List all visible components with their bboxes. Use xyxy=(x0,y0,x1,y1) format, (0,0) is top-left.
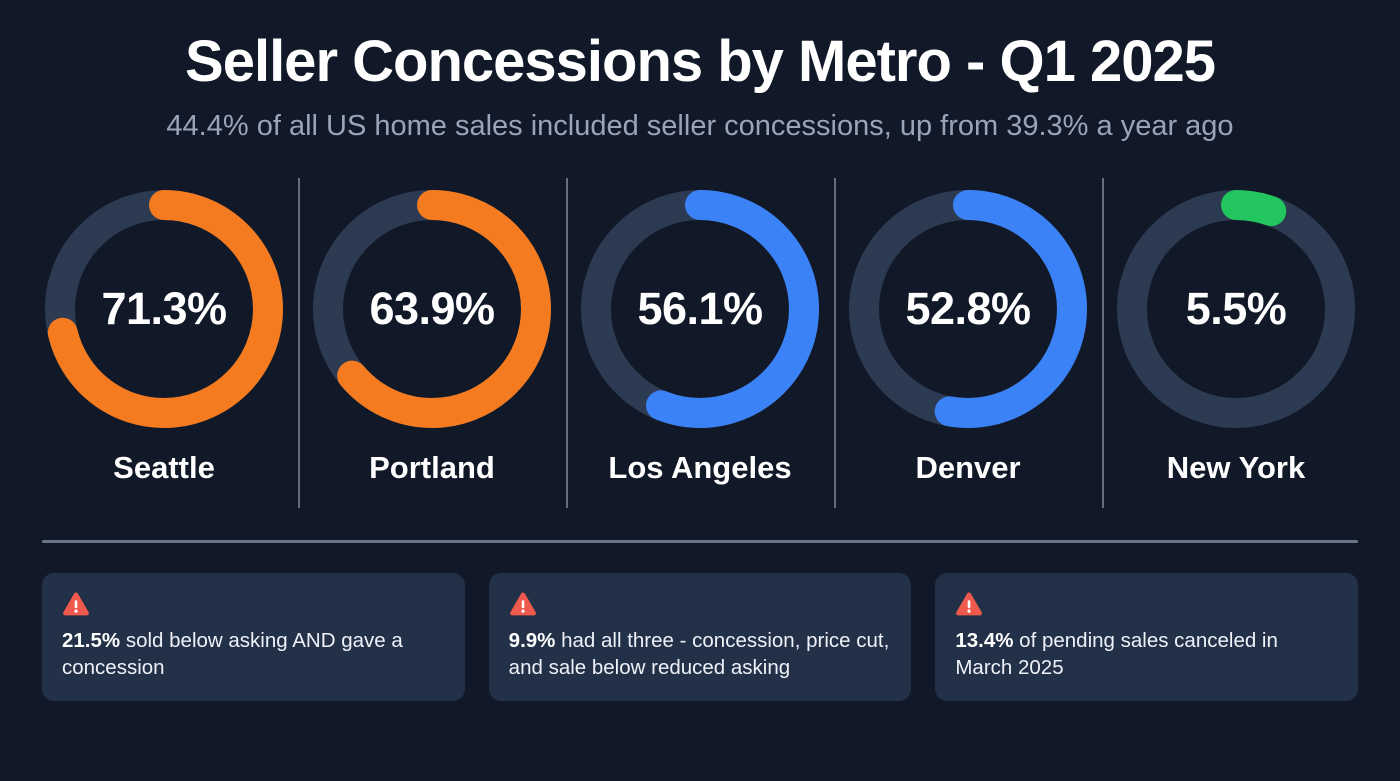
donut-svg xyxy=(1117,189,1355,428)
donut-value-label: 5.5% xyxy=(1185,282,1287,334)
donut-value-label: 63.9% xyxy=(369,282,495,334)
stat-card-row: 21.5% sold below asking AND gave a conce… xyxy=(0,572,1400,702)
metro-donut-row: 71.3% Seattle 63.9% Portland 56.1% xyxy=(0,174,1400,514)
page-title: Seller Concessions by Metro - Q1 2025 xyxy=(185,29,1216,94)
donut-value-arc xyxy=(849,189,1087,428)
section-divider-wrap xyxy=(0,539,1400,543)
stat-card: 21.5% sold below asking AND gave a conce… xyxy=(42,572,465,702)
donut-value-label: 56.1% xyxy=(637,282,763,334)
donut-value-arc xyxy=(45,189,283,428)
section-divider xyxy=(42,539,1358,543)
stat-card-value: 9.9% xyxy=(508,628,556,652)
metro-card-portland: 63.9% Portland xyxy=(298,174,566,514)
metro-name-seattle: Seattle xyxy=(113,449,215,485)
donut-chart-los-angeles: 56.1% xyxy=(581,189,819,428)
metro-name-portland: Portland xyxy=(369,449,495,485)
stat-card: 13.4% of pending sales canceled in March… xyxy=(935,572,1359,702)
donut-svg xyxy=(313,189,551,428)
warning-triangle-icon xyxy=(509,592,536,616)
donut-svg xyxy=(45,189,283,428)
metro-card-seattle: 71.3% Seattle xyxy=(30,174,298,514)
stat-card-value: 13.4% xyxy=(955,628,1014,652)
metro-card-denver: 52.8% Denver xyxy=(834,174,1102,514)
metro-card-los-angeles: 56.1% Los Angeles xyxy=(566,174,834,514)
stat-card: 9.9% had all three - concession, price c… xyxy=(488,572,912,702)
donut-value-label: 71.3% xyxy=(101,282,227,334)
donut-value-arc xyxy=(581,189,819,428)
metro-card-new-york: 5.5% New York xyxy=(1102,174,1370,514)
donut-svg xyxy=(849,189,1087,428)
header: Seller Concessions by Metro - Q1 2025 44… xyxy=(0,0,1400,144)
donut-value-arc xyxy=(1117,189,1355,428)
stat-card-text: 21.5% sold below asking AND gave a conce… xyxy=(62,627,445,682)
donut-chart-portland: 63.9% xyxy=(313,189,551,428)
donut-chart-new-york: 5.5% xyxy=(1117,189,1355,428)
stat-card-description: sold below asking AND gave a concession xyxy=(62,628,403,679)
stat-card-description: of pending sales canceled in March 2025 xyxy=(955,628,1278,679)
warning-triangle-icon xyxy=(956,592,983,616)
metro-name-denver: Denver xyxy=(915,449,1021,485)
stat-card-text: 9.9% had all three - concession, price c… xyxy=(509,627,892,682)
metro-name-los-angeles: Los Angeles xyxy=(608,449,792,485)
donut-chart-denver: 52.8% xyxy=(849,189,1087,428)
warning-triangle-icon xyxy=(63,592,89,616)
donut-chart-seattle: 71.3% xyxy=(45,189,283,428)
donut-svg xyxy=(581,189,819,428)
stat-card-value: 21.5% xyxy=(62,628,121,652)
stat-card-description: had all three - concession, price cut, a… xyxy=(508,628,890,679)
page-subtitle: 44.4% of all US home sales included sell… xyxy=(166,109,1234,142)
metro-name-new-york: New York xyxy=(1166,449,1306,485)
donut-value-arc xyxy=(313,189,551,428)
stat-card-text: 13.4% of pending sales canceled in March… xyxy=(955,627,1338,682)
donut-value-label: 52.8% xyxy=(905,282,1031,334)
